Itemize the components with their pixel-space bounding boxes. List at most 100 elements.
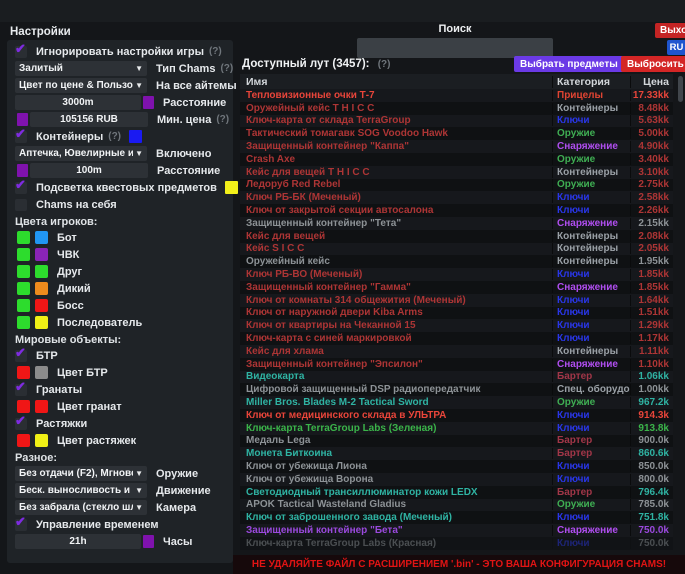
color-swatch-secondary[interactable] bbox=[35, 434, 48, 447]
item-category: Ключи bbox=[552, 269, 630, 281]
color-swatch[interactable] bbox=[224, 181, 238, 194]
checkbox-8[interactable]: ✔ bbox=[15, 177, 27, 194]
color-swatch-primary[interactable] bbox=[17, 282, 30, 295]
drop-all-button[interactable]: Выбросить все bbox=[621, 56, 685, 72]
table-row[interactable]: Ключ от комнаты 314 общежития (Меченый) К… bbox=[240, 293, 673, 307]
table-row[interactable]: Монета Биткоина Бартер 860.6k bbox=[240, 447, 673, 461]
settings-row-21: Цвет гранат bbox=[7, 398, 233, 415]
color-swatch-primary[interactable] bbox=[17, 366, 30, 379]
table-row[interactable]: Оружейный кейс Контейнеры 1.95kk bbox=[240, 255, 673, 269]
help-icon[interactable]: (?) bbox=[108, 131, 122, 142]
language-toggle-button[interactable]: RU bbox=[667, 40, 685, 55]
color-swatch[interactable] bbox=[143, 96, 154, 109]
table-row[interactable]: Защищенный контейнер "Бета" Снаряжение 750… bbox=[240, 524, 673, 537]
checkbox-5[interactable]: ✔ bbox=[15, 126, 27, 143]
table-row[interactable]: Ключ РБ-ВО (Меченый) Ключи 1.85kk bbox=[240, 268, 673, 281]
checkbox-20[interactable]: ✔ bbox=[15, 379, 27, 396]
table-row[interactable]: Ключ от убежища Ворона Ключи 800.0k bbox=[240, 472, 673, 486]
column-header-price[interactable]: Цена bbox=[630, 75, 673, 88]
search-input[interactable] bbox=[357, 38, 553, 58]
table-row[interactable]: Защищенный контейнер "Каппа" Снаряжение 4.… bbox=[240, 140, 673, 153]
color-swatch-secondary[interactable] bbox=[35, 282, 48, 295]
table-row[interactable]: APOK Tactical Wasteland Gladius Оружие 785… bbox=[240, 498, 673, 512]
table-row[interactable]: Кейс для вещей T H I C C Контейнеры 3.10kk bbox=[240, 165, 673, 179]
color-swatch-secondary[interactable] bbox=[35, 400, 48, 413]
table-row[interactable]: Видеокарта Бартер 1.06kk bbox=[240, 370, 673, 384]
help-icon[interactable]: (?) bbox=[208, 46, 222, 57]
column-header-name[interactable]: Имя bbox=[246, 75, 268, 88]
table-row[interactable]: Защищенный контейнер "Гамма" Снаряжение 1.… bbox=[240, 280, 673, 294]
color-swatch-primary[interactable] bbox=[17, 248, 30, 261]
color-swatch-secondary[interactable] bbox=[35, 316, 48, 329]
table-row[interactable]: Miller Bros. Blades M-2 Tactical Sword Ор… bbox=[240, 396, 673, 409]
checkbox-9[interactable] bbox=[15, 198, 27, 211]
color-swatch-primary[interactable] bbox=[17, 265, 30, 278]
color-swatch[interactable] bbox=[17, 113, 28, 126]
table-row[interactable]: Ключ от заброшенного завода (Меченый) Клю… bbox=[240, 511, 673, 525]
table-row[interactable]: Кейс S I C C Контейнеры 2.05kk bbox=[240, 242, 673, 256]
table-row[interactable]: Ключ-карта TerraGroup Labs (Красная) Ключ… bbox=[240, 536, 673, 550]
exit-button[interactable]: Выход bbox=[655, 23, 685, 38]
item-price: 2.58kk bbox=[630, 192, 673, 204]
value-input-4[interactable]: 105156 RUB bbox=[30, 112, 148, 127]
value-input-29[interactable]: 21h bbox=[15, 534, 141, 549]
column-header-category[interactable]: Категория bbox=[552, 75, 630, 88]
table-row[interactable]: Оружейный кейс T H I C C Контейнеры 8.48kk bbox=[240, 101, 673, 115]
color-swatch-primary[interactable] bbox=[17, 434, 30, 447]
table-row[interactable]: Светодиодный трансиллюминатор кожи LEDX Б… bbox=[240, 485, 673, 499]
settings-row-18: ✔ БТР bbox=[7, 345, 233, 364]
table-row[interactable]: Ключ от медицинского склада в УЛЬТРА Ключ… bbox=[240, 408, 673, 422]
table-row[interactable]: Ключ РБ-БК (Меченый) Ключи 2.58kk bbox=[240, 191, 673, 205]
table-row[interactable]: Ключ-карта от склада TerraGroup Ключи 5.63… bbox=[240, 114, 673, 128]
color-swatch-primary[interactable] bbox=[17, 316, 30, 329]
table-row[interactable]: Ключ-карта с синей маркировкой Ключи 1.17k… bbox=[240, 332, 673, 345]
table-row[interactable]: Crash Axe Оружие 3.40kk bbox=[240, 152, 673, 166]
value-input-3[interactable]: 3000m bbox=[15, 95, 141, 110]
window-titlebar[interactable] bbox=[0, 0, 685, 22]
table-row[interactable]: Кейс для вещей Контейнеры 2.08kk bbox=[240, 229, 673, 243]
checkbox-0[interactable]: ✔ bbox=[15, 41, 27, 58]
table-row[interactable]: Ключ от убежища Лиона Ключи 850.0k bbox=[240, 460, 673, 473]
table-row[interactable]: Защищенный контейнер "Тета" Снаряжение 2.1… bbox=[240, 216, 673, 230]
table-row[interactable]: Медаль Lega Бартер 900.0k bbox=[240, 434, 673, 448]
checkbox-22[interactable]: ✔ bbox=[15, 413, 27, 430]
help-icon[interactable]: (?) bbox=[220, 63, 234, 74]
color-swatch-secondary[interactable] bbox=[35, 366, 48, 379]
loot-help-icon[interactable]: (?) bbox=[377, 59, 391, 70]
item-category: Ключи bbox=[552, 115, 630, 127]
checkbox-28[interactable]: ✔ bbox=[15, 514, 27, 531]
color-swatch-secondary[interactable] bbox=[35, 265, 48, 278]
settings-row-6: Аптечка, Ювелирные и... ▼ Включено bbox=[7, 145, 233, 162]
table-row[interactable]: Ключ от квартиры на Чеканной 15 Ключи 1.29… bbox=[240, 319, 673, 333]
dropdown-27[interactable]: Без забрала (стекло шлема)▼ bbox=[15, 500, 147, 515]
color-swatch-primary[interactable] bbox=[17, 231, 30, 244]
item-price: 4.90kk bbox=[630, 141, 673, 153]
table-row[interactable]: Ключ от наружной двери Kiba Arms Ключи 1.5… bbox=[240, 306, 673, 320]
help-icon[interactable]: (?) bbox=[216, 114, 230, 125]
table-row[interactable]: Тепловизионные очки Т-7 Прицелы 17.33kk bbox=[240, 89, 673, 102]
table-row[interactable]: Ключ от закрытой секции автосалона Ключи 2… bbox=[240, 204, 673, 217]
checkbox-18[interactable]: ✔ bbox=[15, 345, 27, 362]
color-swatch[interactable] bbox=[17, 164, 28, 177]
color-swatch-secondary[interactable] bbox=[35, 248, 48, 261]
table-row[interactable]: Цифровой защищенный DSP радиопередатчик С… bbox=[240, 383, 673, 397]
dropdown-6[interactable]: Аптечка, Ювелирные и... ▼ bbox=[15, 146, 147, 161]
dropdown-25[interactable]: Без отдачи (F2), Мгновенное п▼ bbox=[15, 466, 147, 481]
value-input-7[interactable]: 100m bbox=[30, 163, 148, 178]
color-swatch[interactable] bbox=[129, 130, 143, 143]
dropdown-1[interactable]: Залитый ▼ bbox=[15, 61, 147, 76]
table-row[interactable]: Кейс для хлама Контейнеры 1.11kk bbox=[240, 344, 673, 358]
dropdown-2[interactable]: Цвет по цене & Пользователы▼ bbox=[15, 78, 147, 93]
select-kappa-items-button[interactable]: Выбрать предметы каппа bbox=[514, 56, 655, 72]
color-swatch-secondary[interactable] bbox=[35, 231, 48, 244]
color-swatch[interactable] bbox=[143, 535, 154, 548]
color-swatch-secondary[interactable] bbox=[35, 299, 48, 312]
table-row[interactable]: Тактический томагавк SOG Voodoo Hawk Оруж… bbox=[240, 127, 673, 141]
table-row[interactable]: Ледоруб Red Rebel Оружие 2.75kk bbox=[240, 178, 673, 192]
color-swatch-primary[interactable] bbox=[17, 400, 30, 413]
color-swatch-primary[interactable] bbox=[17, 299, 30, 312]
table-scrollbar-thumb[interactable] bbox=[678, 76, 683, 102]
dropdown-26[interactable]: Беск. выносливость и нет уста▼ bbox=[15, 483, 147, 498]
table-row[interactable]: Защищенный контейнер "Эпсилон" Снаряжение… bbox=[240, 357, 673, 371]
table-row[interactable]: Ключ-карта TerraGroup Labs (Зеленая) Ключ… bbox=[240, 421, 673, 435]
